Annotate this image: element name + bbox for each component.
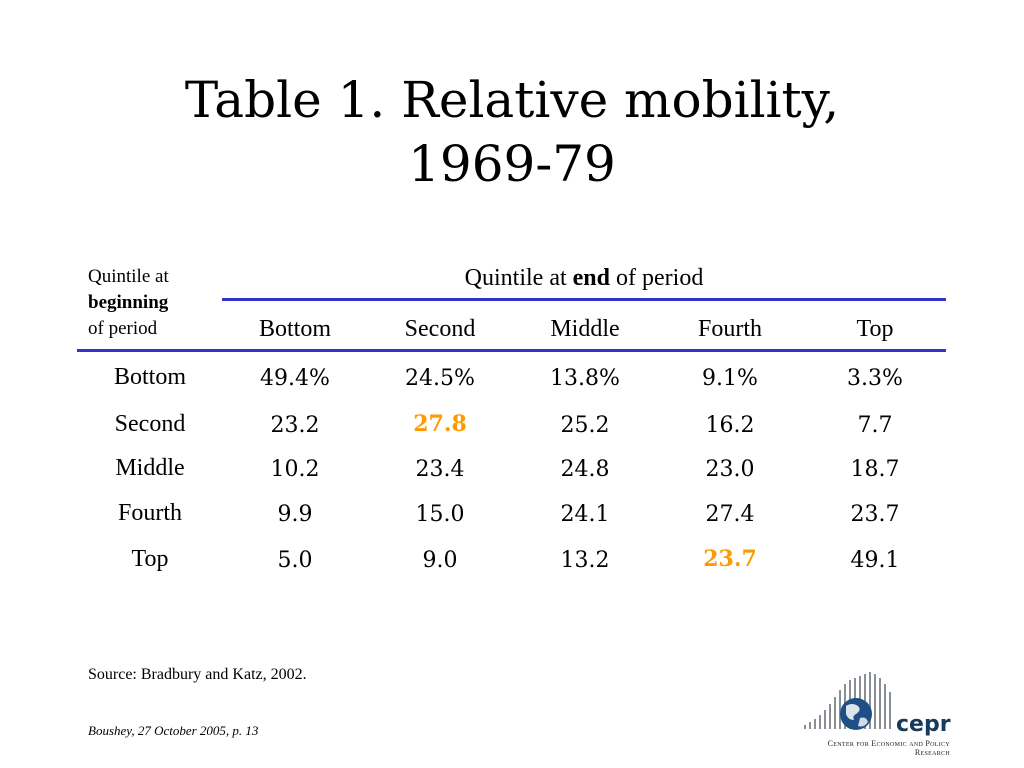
corner-line-1: Quintile at bbox=[88, 266, 169, 287]
table-cell: 3.3% bbox=[847, 366, 903, 391]
table-cell: 16.2 bbox=[705, 413, 755, 438]
footer-citation: Boushey, 27 October 2005, p. 13 bbox=[88, 723, 259, 738]
table-cell: 49.4% bbox=[260, 366, 330, 391]
table-cell: 25.2 bbox=[560, 413, 610, 438]
table-cell: 18.7 bbox=[850, 457, 900, 482]
table-cell: 10.2 bbox=[270, 457, 320, 482]
col-head-bold: end bbox=[572, 265, 611, 291]
header-rule bbox=[222, 298, 946, 301]
row-label: Bottom bbox=[113, 364, 186, 390]
table-cell: 5.0 bbox=[277, 548, 313, 573]
logo-subtitle: Center for Economic and Policy Research bbox=[827, 739, 950, 757]
table-cell: 24.8 bbox=[560, 457, 610, 482]
table-cell: 23.0 bbox=[705, 457, 755, 482]
table-cell: 7.7 bbox=[857, 413, 893, 438]
table-cell: 9.0 bbox=[422, 548, 458, 573]
table-cell: 49.1 bbox=[850, 548, 900, 573]
table-cell: 9.1% bbox=[702, 366, 758, 391]
table-cell: 13.2 bbox=[560, 548, 610, 573]
column-header: Second bbox=[404, 316, 476, 342]
row-label: Top bbox=[131, 546, 169, 572]
row-label: Fourth bbox=[117, 500, 182, 526]
row-axis-label: Quintile at beginning of period bbox=[88, 264, 218, 342]
column-header: Top bbox=[856, 316, 894, 342]
col-head-post: of period bbox=[610, 265, 704, 291]
table-cell: 15.0 bbox=[415, 502, 465, 527]
column-header: Fourth bbox=[697, 316, 762, 342]
table-cell: 23.2 bbox=[270, 413, 320, 438]
table-cell: 24.5% bbox=[405, 366, 475, 391]
logo-wordmark: cepr bbox=[896, 712, 951, 737]
title-line-2: 1969-79 bbox=[408, 135, 616, 193]
column-header: Middle bbox=[550, 316, 620, 342]
slide-title: Table 1. Relative mobility, 1969-79 bbox=[0, 68, 1024, 196]
row-label: Middle bbox=[115, 455, 185, 481]
table-cell: 9.9 bbox=[277, 502, 313, 527]
table-cell: 27.4 bbox=[705, 502, 755, 527]
table-cell: 23.7 bbox=[850, 502, 900, 527]
title-line-1: Table 1. Relative mobility, bbox=[184, 71, 840, 129]
highlighted-cell: 27.8 bbox=[413, 411, 467, 437]
table-cell: 23.4 bbox=[415, 457, 465, 482]
row-label: Second bbox=[114, 411, 186, 437]
cepr-logo bbox=[804, 672, 891, 730]
corner-line-2: beginning bbox=[88, 292, 169, 313]
corner-line-3: of period bbox=[88, 318, 158, 339]
column-header: Bottom bbox=[258, 316, 331, 342]
column-axis-label: Quintile at end of period bbox=[222, 263, 946, 293]
source-note: Source: Bradbury and Katz, 2002. bbox=[88, 666, 307, 683]
highlighted-cell: 23.7 bbox=[703, 546, 757, 572]
table-cell: 24.1 bbox=[560, 502, 610, 527]
table-cell: 13.8% bbox=[550, 366, 620, 391]
col-head-pre: Quintile at bbox=[464, 265, 573, 291]
body-rule bbox=[77, 349, 946, 352]
